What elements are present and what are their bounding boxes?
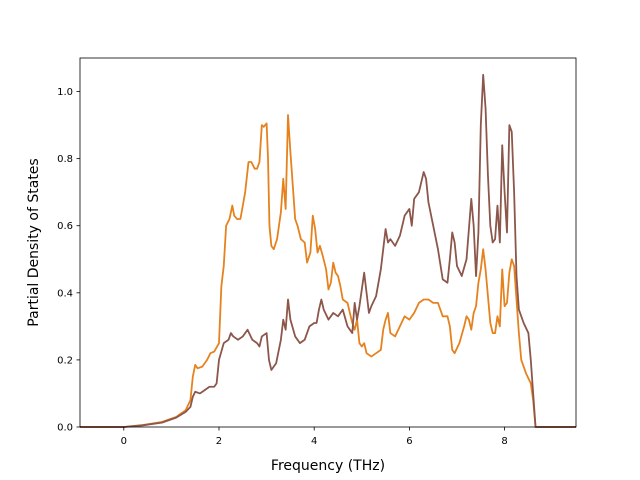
x-tick-label: 6 bbox=[406, 436, 412, 447]
y-tick-label: 0.0 bbox=[57, 423, 73, 434]
x-tick-label: 4 bbox=[311, 436, 317, 447]
series-line-1 bbox=[80, 114, 576, 428]
x-tick-label: 2 bbox=[216, 436, 222, 447]
y-tick-label: 0.6 bbox=[57, 221, 73, 232]
x-axis-title: Frequency (THz) bbox=[271, 458, 385, 474]
axes-frame bbox=[79, 57, 577, 428]
series-line-2 bbox=[80, 73, 576, 428]
y-tick-label: 0.2 bbox=[57, 355, 73, 366]
x-tick-label: 0 bbox=[121, 436, 127, 447]
series-layer bbox=[80, 73, 576, 428]
y-tick-label: 1.0 bbox=[57, 87, 73, 98]
y-tick-label: 0.4 bbox=[57, 288, 73, 299]
x-tick-label: 8 bbox=[501, 436, 507, 447]
y-tick-label: 0.8 bbox=[57, 154, 73, 165]
y-axis-title: Partial Density of States bbox=[26, 158, 42, 326]
tick-layer: 0 2 4 6 8 0.0 0.2 0.4 0.6 0.8 1.0 bbox=[57, 87, 508, 447]
